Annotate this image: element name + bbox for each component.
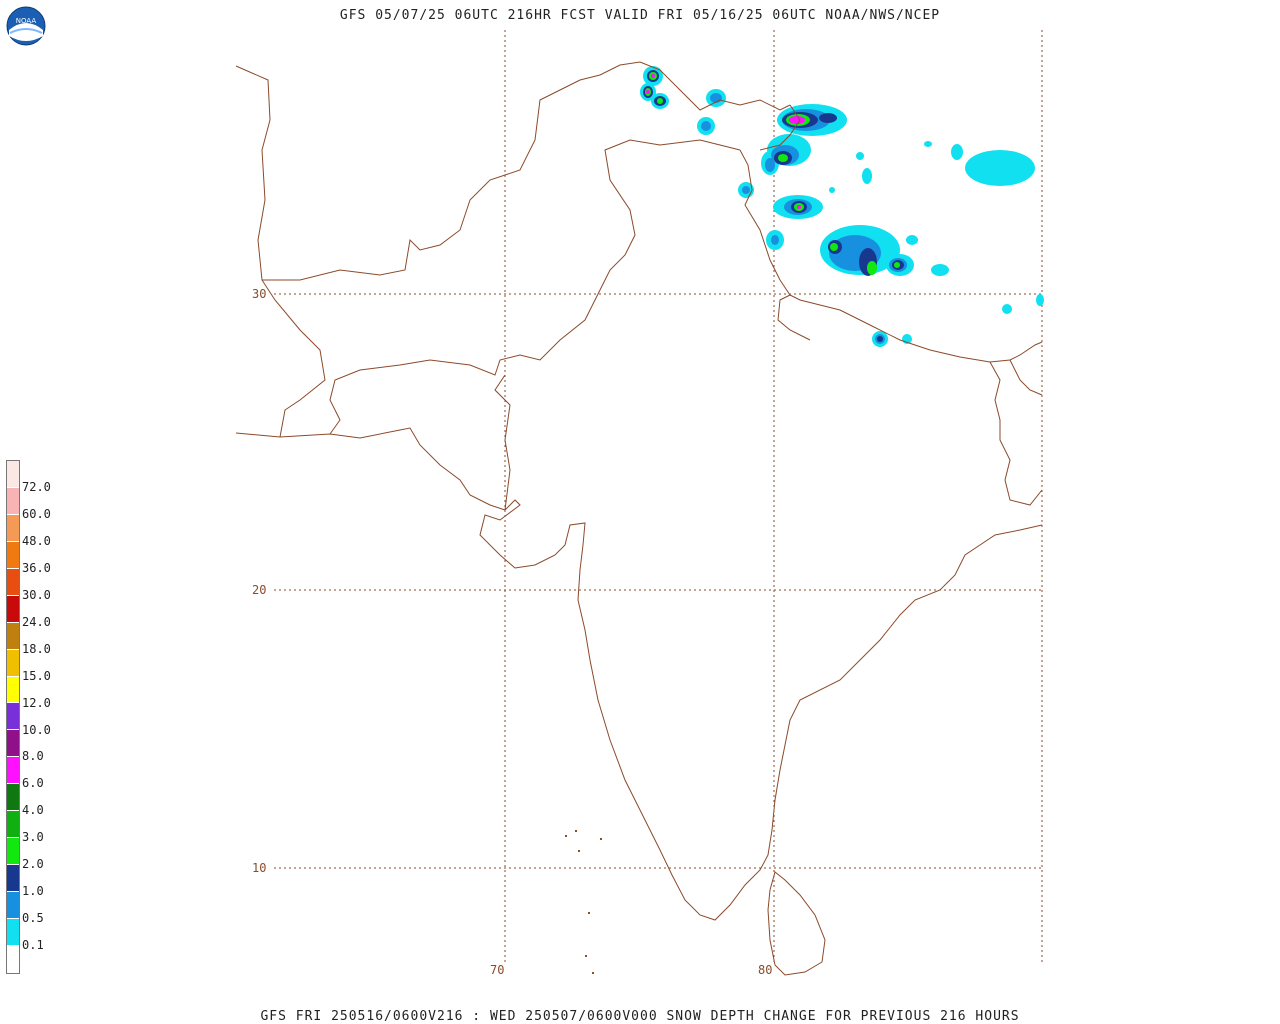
legend-swatch [7,730,19,758]
legend-label: 60.0 [22,506,51,521]
legend-swatch [7,703,19,731]
legend-label: 15.0 [22,668,51,683]
legend-swatch [7,892,19,919]
legend-swatch [7,541,19,569]
legend-label: 6.0 [22,776,44,791]
noaa-logo-icon: NOAA [6,6,46,46]
lat-label-20: 20 [252,583,266,597]
country-borders [235,61,1043,976]
legend-label: 4.0 [22,803,44,818]
legend-swatch [7,595,19,623]
color-legend [6,460,20,974]
snow-depth-contours [640,66,1044,347]
legend-swatch [7,865,19,892]
legend-swatch [7,487,19,515]
legend-label: 10.0 [22,722,51,737]
lon-label-70: 70 [490,963,504,977]
legend-swatch [7,649,19,677]
legend-label: 0.5 [22,911,44,926]
forecast-map: 30 20 10 70 80 [235,30,1044,977]
chart-title: GFS 05/07/25 06UTC 216HR FCST VALID FRI … [339,8,941,23]
legend-swatch [7,514,19,542]
legend-label: 18.0 [22,641,51,656]
legend-swatch [7,622,19,650]
legend-swatch [7,918,19,946]
legend-swatch [7,945,19,973]
legend-label: 12.0 [22,695,51,710]
legend-swatch [7,838,19,866]
legend-swatch [7,784,19,812]
lat-label-30: 30 [252,287,266,301]
grid-lines [274,30,1043,965]
legend-label: 2.0 [22,857,44,872]
legend-swatch [7,757,19,785]
legend-swatch [7,568,19,596]
lon-label-80: 80 [758,963,772,977]
legend-swatch [7,811,19,839]
legend-label: 1.0 [22,884,44,899]
legend-swatch [7,461,19,488]
legend-label: 8.0 [22,749,44,764]
legend-label: 72.0 [22,479,51,494]
legend-label: 3.0 [22,830,44,845]
legend-label: 36.0 [22,560,51,575]
legend-label: 24.0 [22,614,51,629]
chart-footer: GFS FRI 250516/0600V216 : WED 250507/060… [260,1009,1020,1024]
legend-swatch [7,676,19,704]
legend-label: 30.0 [22,587,51,602]
legend-label: 0.1 [22,938,44,953]
logo-text: NOAA [16,17,37,25]
islands [565,830,602,974]
legend-label: 48.0 [22,533,51,548]
lat-label-10: 10 [252,861,266,875]
